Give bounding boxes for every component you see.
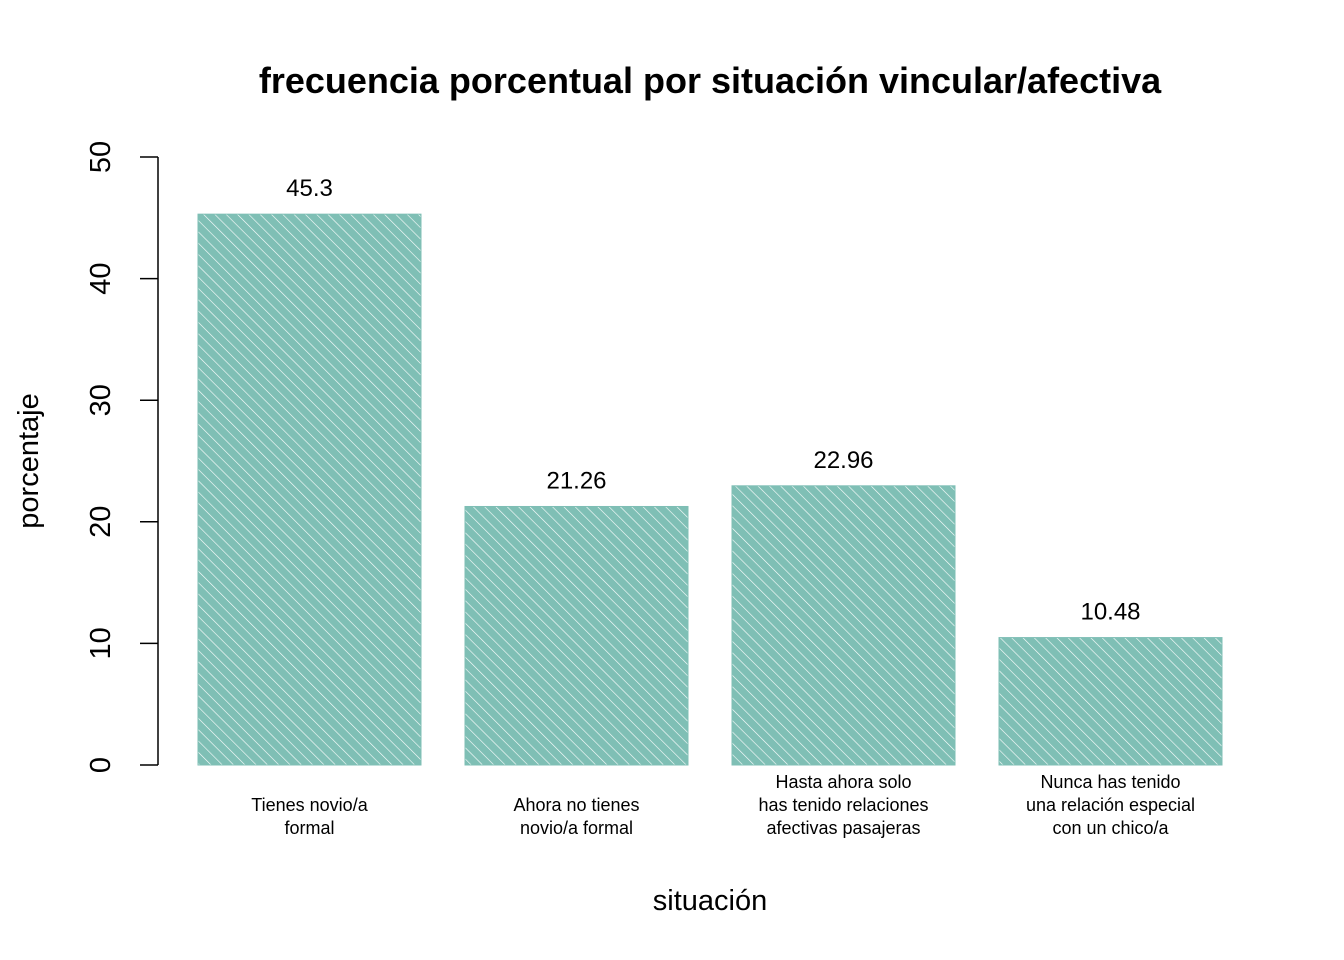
bar	[731, 485, 956, 766]
category-label-line: novio/a formal	[520, 818, 633, 838]
y-tick-label: 30	[85, 384, 117, 416]
category-label-line: has tenido relaciones	[758, 795, 928, 815]
y-axis: 0 10 20 30 40 50	[85, 141, 159, 773]
data-label: 22.96	[813, 447, 873, 474]
bar	[998, 637, 1223, 766]
category-label: Nunca has tenido una relación especial con…	[1026, 772, 1195, 838]
category-label: Ahora no tienes novio/a formal	[513, 795, 639, 838]
category-label-line: con un chico/a	[1052, 818, 1169, 838]
data-labels: 45.3 21.26 22.96 10.48	[286, 175, 1140, 625]
category-labels: Tienes novio/a formal Ahora no tienes novio…	[251, 772, 1195, 838]
bar	[464, 505, 689, 766]
category-label-line: Ahora no tienes	[513, 795, 639, 815]
category-label: Tienes novio/a formal	[251, 795, 368, 838]
y-ticks: 0 10 20 30 40 50	[85, 141, 158, 773]
y-tick-label: 40	[85, 262, 117, 294]
category-label-line: Nunca has tenido	[1040, 772, 1180, 792]
y-tick-label: 10	[85, 627, 117, 659]
bars	[197, 213, 1223, 766]
category-label-line: Hasta ahora solo	[775, 772, 911, 792]
chart-title: frecuencia porcentual por situación vinc…	[259, 60, 1162, 101]
category-label-line: Tienes novio/a	[251, 795, 368, 815]
data-label: 21.26	[546, 467, 606, 494]
category-label-line: una relación especial	[1026, 795, 1195, 815]
y-tick-label: 0	[85, 757, 117, 773]
y-tick-label: 20	[85, 506, 117, 538]
y-tick-label: 50	[85, 141, 117, 173]
category-label-line: afectivas pasajeras	[766, 818, 920, 838]
y-axis-label: porcentaje	[13, 393, 45, 528]
category-label: Hasta ahora solo has tenido relaciones afe…	[758, 772, 928, 838]
category-label-line: formal	[284, 818, 334, 838]
data-label: 10.48	[1080, 599, 1140, 626]
data-label: 45.3	[286, 175, 333, 202]
bar	[197, 213, 422, 766]
x-axis-label: situación	[653, 885, 767, 917]
